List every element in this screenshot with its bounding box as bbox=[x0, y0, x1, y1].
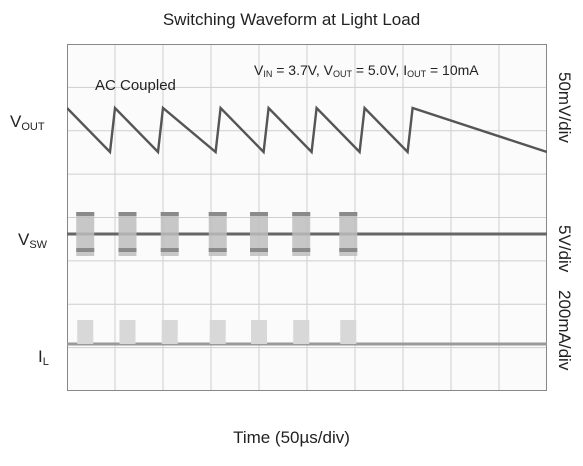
vsw-burst-6 bbox=[339, 212, 358, 256]
vsw-burst-top-3 bbox=[208, 212, 227, 216]
vsw-burst-1 bbox=[118, 212, 137, 256]
il-scale-label: 200mA/div bbox=[555, 290, 574, 371]
coupling-annotation: AC Coupled bbox=[95, 77, 176, 94]
scope-frame bbox=[67, 44, 547, 391]
vsw-burst-top-0 bbox=[76, 212, 95, 216]
vsw-burst-2 bbox=[160, 212, 179, 256]
conditions-annotation: VIN = 3.7V, VOUT = 5.0V, IOUT = 10mA bbox=[254, 62, 479, 79]
x-axis-label: Time (50µs/div) bbox=[233, 428, 350, 447]
vsw-burst-low-3 bbox=[208, 248, 227, 252]
il-pulse-5 bbox=[293, 320, 310, 344]
vout-scale-label: 50mV/div bbox=[555, 72, 574, 143]
scope-plot bbox=[66, 43, 548, 392]
il-pulse-2 bbox=[161, 320, 178, 344]
il-pulse-4 bbox=[251, 320, 267, 344]
il-pulse-6 bbox=[340, 320, 357, 344]
condition-1: VOUT = 5.0V, bbox=[323, 62, 404, 79]
vsw-burst-top-6 bbox=[339, 212, 358, 216]
vsw-burst-low-5 bbox=[292, 248, 311, 252]
il-pulse-1 bbox=[119, 320, 136, 344]
vsw-burst-top-5 bbox=[292, 212, 311, 216]
il-pulse-3 bbox=[209, 320, 226, 344]
il-pulse-0 bbox=[77, 320, 94, 344]
scope-screen bbox=[66, 43, 548, 392]
vsw-burst-low-6 bbox=[339, 248, 358, 252]
vsw-burst-0 bbox=[76, 212, 95, 256]
vsw-burst-low-0 bbox=[76, 248, 95, 252]
il-channel-label: IL bbox=[38, 347, 49, 368]
vsw-burst-top-2 bbox=[160, 212, 179, 216]
vsw-burst-top-1 bbox=[118, 212, 137, 216]
vsw-scale-label: 5V/div bbox=[555, 225, 574, 273]
vsw-burst-top-4 bbox=[250, 212, 268, 216]
vout-waveform bbox=[66, 105, 548, 155]
vsw-burst-5 bbox=[292, 212, 311, 256]
vsw-burst-low-1 bbox=[118, 248, 137, 252]
vsw-channel-label: VSW bbox=[18, 230, 48, 251]
vout-channel-label: VOUT bbox=[10, 112, 45, 133]
condition-2: IOUT = 10mA bbox=[403, 62, 479, 79]
vsw-burst-3 bbox=[208, 212, 227, 256]
condition-0: VIN = 3.7V, bbox=[254, 62, 324, 79]
vsw-burst-4 bbox=[250, 212, 268, 256]
chart-title: Switching Waveform at Light Load bbox=[162, 10, 421, 29]
vsw-burst-low-4 bbox=[250, 248, 268, 252]
vsw-burst-low-2 bbox=[160, 248, 179, 252]
